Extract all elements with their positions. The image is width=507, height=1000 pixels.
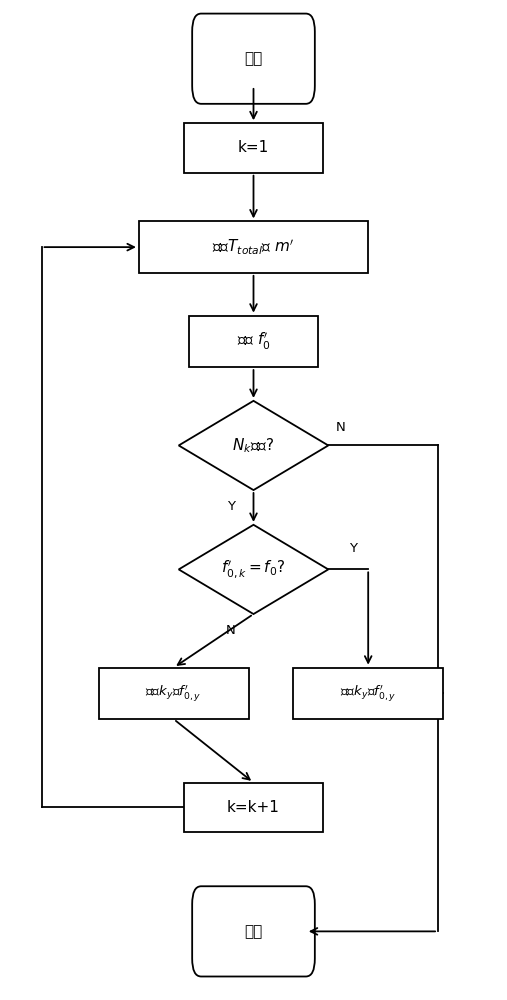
Text: $N_k$存在?: $N_k$存在? (232, 436, 275, 455)
Polygon shape (178, 401, 329, 490)
Bar (189, 316, 318, 367)
Text: k=1: k=1 (238, 140, 269, 155)
Text: 计算 $f_0'$: 计算 $f_0'$ (237, 331, 270, 352)
Text: 更新$k_y$和$f_{0,y}'$: 更新$k_y$和$f_{0,y}'$ (340, 683, 396, 703)
Bar (139, 221, 368, 273)
Polygon shape (178, 525, 329, 614)
Bar (184, 783, 323, 832)
Text: N: N (336, 421, 346, 434)
Text: 结束: 结束 (244, 924, 263, 939)
Text: N: N (226, 624, 236, 637)
Text: Y: Y (227, 500, 235, 513)
Text: 更新$k_y$和$f_{0,y}'$: 更新$k_y$和$f_{0,y}'$ (146, 683, 202, 703)
Text: 开始: 开始 (244, 51, 263, 66)
Text: 计算$T_{total}$和 $m'$: 计算$T_{total}$和 $m'$ (212, 237, 295, 257)
Bar (184, 123, 323, 173)
FancyBboxPatch shape (192, 886, 315, 976)
Text: $f_{0,k}'=f_0$?: $f_{0,k}'=f_0$? (221, 559, 286, 580)
Text: k=k+1: k=k+1 (227, 800, 280, 815)
Bar (294, 668, 443, 719)
Text: Y: Y (349, 542, 357, 555)
FancyBboxPatch shape (192, 14, 315, 104)
Bar (99, 668, 248, 719)
